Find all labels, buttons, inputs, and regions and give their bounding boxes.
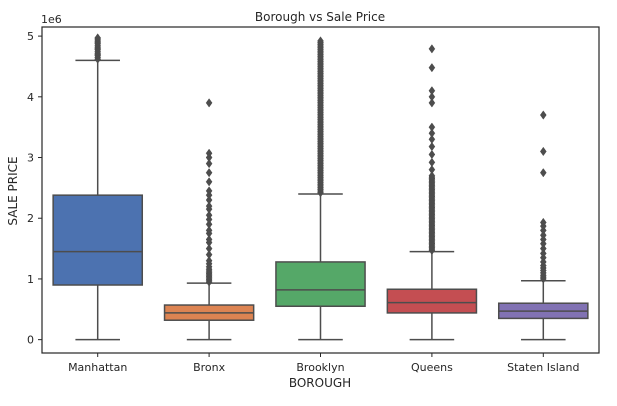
box-brooklyn — [275, 261, 366, 308]
x-tick-label: Bronx — [193, 361, 226, 374]
x-tick-label: Queens — [411, 361, 453, 374]
y-tick-label: 2 — [27, 212, 34, 225]
outlier-point — [428, 98, 436, 108]
outlier-point — [539, 146, 547, 157]
outlier-point — [317, 36, 324, 46]
outlier-point — [205, 234, 213, 245]
outlier-point — [205, 250, 213, 260]
y-tick-label: 5 — [27, 30, 34, 43]
outlier-point — [205, 168, 213, 178]
y-tick-label: 4 — [27, 91, 34, 104]
y-axis-title: SALE PRICE — [6, 156, 20, 225]
outlier-point — [205, 148, 213, 158]
outlier-point — [428, 149, 436, 160]
outlier-point — [539, 168, 547, 178]
outlier-point — [428, 63, 436, 73]
outlier-point — [205, 177, 213, 187]
x-tick-label: Brooklyn — [296, 361, 344, 374]
outlier-point — [205, 186, 213, 196]
outlier-point — [539, 110, 547, 120]
outlier-point — [205, 98, 213, 108]
chart-title: Borough vs Sale Price — [255, 10, 385, 24]
outlier-point — [428, 157, 436, 168]
box-manhattan — [52, 194, 144, 286]
outlier-point — [428, 165, 436, 175]
y-tick-label: 0 — [27, 334, 34, 347]
outlier-point — [539, 230, 547, 240]
outlier-point — [205, 256, 213, 266]
x-tick-label: Manhattan — [68, 361, 127, 374]
outlier-point — [428, 128, 436, 138]
outlier-point — [205, 195, 213, 205]
outlier-point — [539, 217, 547, 228]
plot-area: 0 1 2 3 4 5 Manhattan Bronx Brooklyn Queens Staten… — [27, 30, 589, 374]
plot-frame — [41, 26, 600, 354]
outlier-point — [428, 86, 436, 96]
y-tick-label: 3 — [27, 152, 34, 165]
y-offset-label: 1e6 — [41, 13, 62, 26]
outlier-point — [205, 158, 213, 169]
x-axis-title: BOROUGH — [289, 376, 351, 390]
outlier-point — [428, 141, 436, 152]
outlier-point — [428, 44, 436, 54]
outlier-point — [205, 201, 213, 211]
outlier-point — [539, 243, 547, 254]
outlier-point — [94, 33, 102, 43]
outlier-point — [205, 225, 213, 236]
outlier-point — [428, 122, 436, 132]
outlier-point — [539, 248, 547, 259]
y-tick-label: 1 — [27, 273, 34, 286]
outlier-point — [205, 243, 213, 254]
outlier-point — [428, 92, 436, 102]
box-queens — [386, 288, 478, 314]
outlier-point — [428, 171, 436, 181]
x-tick-label: Staten Island — [507, 361, 579, 374]
outlier-point — [205, 210, 213, 220]
outlier-point — [205, 219, 213, 229]
outlier-point — [428, 134, 436, 144]
